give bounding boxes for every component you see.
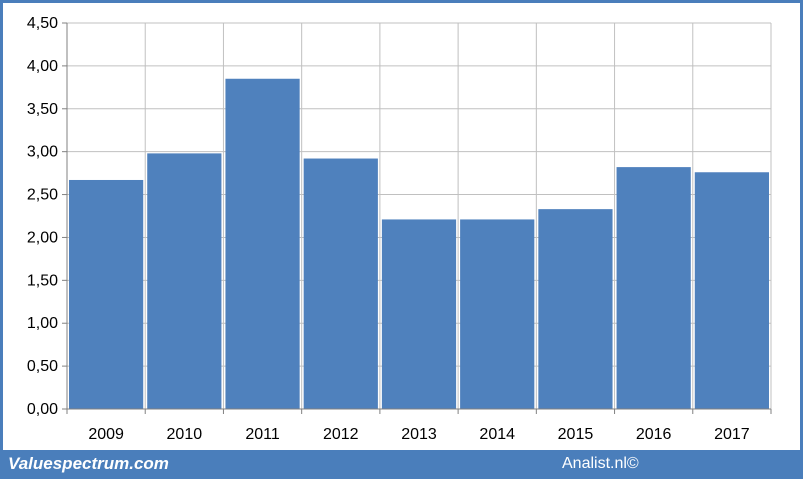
x-tick-label: 2009	[88, 426, 124, 443]
y-tick-label: 1,00	[27, 315, 58, 332]
bar-2013	[381, 219, 457, 409]
chart-frame: 0,00 0,50 1,00 1,50 2,00 2,50 3,00 3,50 4,00 4,50…	[3, 3, 800, 450]
x-tick-labels: 2009 2010 2011 2012 2013 2014 2015 2016 2017	[88, 426, 749, 443]
x-tick-label: 2016	[636, 426, 672, 443]
bar-chart: 0,00 0,50 1,00 1,50 2,00 2,50 3,00 3,50 4,00 4,50…	[27, 15, 772, 443]
bar-2009	[69, 179, 144, 409]
x-tick-label: 2012	[323, 426, 359, 443]
y-tick-label: 4,00	[27, 58, 58, 75]
bar-2015	[538, 209, 613, 409]
y-tick-label: 1,50	[27, 272, 58, 289]
bar-2011	[225, 78, 300, 409]
y-tick-label: 0,50	[27, 358, 58, 375]
bar-2016	[616, 167, 691, 409]
y-tick-label: 3,50	[27, 101, 58, 118]
bar-2017	[694, 172, 769, 409]
y-tick-label: 3,00	[27, 144, 58, 161]
bars	[69, 78, 769, 409]
footer-credit-label: Analist.nl©	[562, 455, 639, 472]
bar-2010	[147, 153, 222, 409]
y-tick-labels: 0,00 0,50 1,00 1,50 2,00 2,50 3,00 3,50 4,00 4,50	[27, 15, 58, 418]
x-tick-label: 2014	[479, 426, 515, 443]
y-tick-label: 4,50	[27, 15, 58, 32]
footer-site-label: Valuespectrum.com	[8, 454, 169, 473]
x-tick-label: 2013	[401, 426, 437, 443]
bar-2012	[303, 158, 378, 409]
y-tick-label: 2,00	[27, 229, 58, 246]
y-tick-label: 0,00	[27, 401, 58, 418]
x-tick-label: 2017	[714, 426, 750, 443]
y-tick-label: 2,50	[27, 187, 58, 204]
x-tick-label: 2011	[245, 426, 280, 443]
x-tick-label: 2015	[558, 426, 594, 443]
axes	[62, 22, 772, 414]
bar-2014	[460, 219, 535, 409]
x-tick-label: 2010	[167, 426, 203, 443]
